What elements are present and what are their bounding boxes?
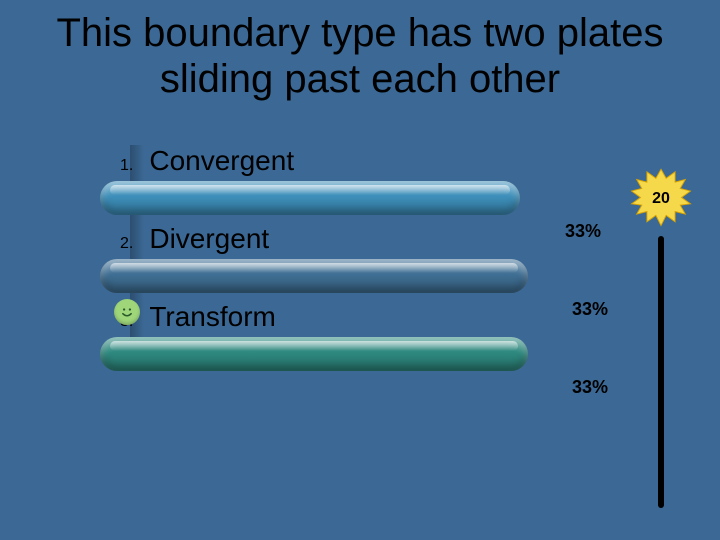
option-row: 3. Transform 33%: [70, 301, 590, 371]
option-row: 2. Divergent 33%: [70, 223, 590, 293]
bar-highlight: [110, 341, 518, 351]
option-text: Divergent: [149, 223, 269, 255]
timer-bar: [658, 236, 664, 508]
bar-wrap: 33%: [100, 181, 530, 215]
percent-label: 33%: [572, 377, 608, 398]
bar: [100, 259, 528, 293]
bar-wrap: 33%: [100, 259, 530, 293]
smiley-icon: [114, 299, 140, 325]
bar: [100, 181, 520, 215]
option-text: Transform: [149, 301, 276, 333]
option-label-row: 3. Transform: [70, 301, 590, 333]
slide: This boundary type has two plates slidin…: [0, 0, 720, 540]
option-number: 2.: [120, 235, 133, 253]
timer-column: 20: [626, 168, 696, 516]
timer-value: 20: [629, 190, 693, 208]
bar-highlight: [110, 185, 510, 195]
bar-wrap: 33%: [100, 337, 530, 371]
option-number: 1.: [120, 157, 133, 175]
options-area: 1. Convergent 33% 2. Divergent 33%: [70, 145, 590, 379]
question-title-text: This boundary type has two plates slidin…: [56, 11, 663, 101]
option-row: 1. Convergent 33%: [70, 145, 590, 215]
bar-highlight: [110, 263, 518, 273]
option-label-row: 1. Convergent: [70, 145, 590, 177]
option-text: Convergent: [149, 145, 294, 177]
question-title: This boundary type has two plates slidin…: [40, 10, 680, 102]
bar: [100, 337, 528, 371]
option-label-row: 2. Divergent: [70, 223, 590, 255]
starburst-icon: 20: [629, 168, 693, 232]
